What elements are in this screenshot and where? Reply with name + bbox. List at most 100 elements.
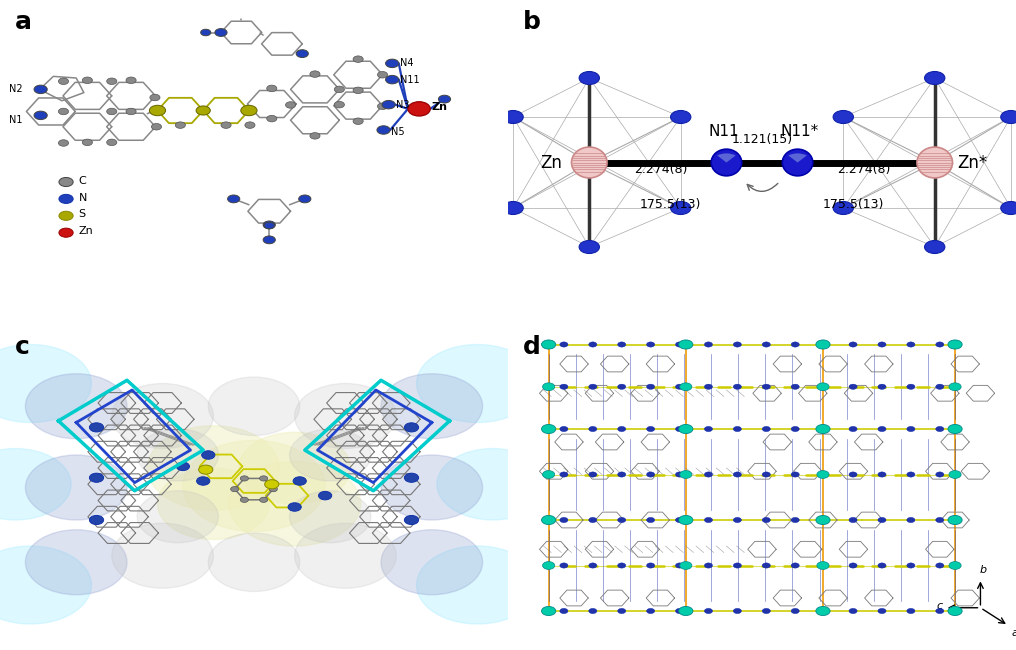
Text: a: a [1012,628,1016,638]
Circle shape [618,608,626,614]
Circle shape [386,59,398,68]
Circle shape [791,384,800,389]
Text: N11*: N11* [781,124,819,139]
Circle shape [560,342,568,347]
Circle shape [849,472,858,477]
Circle shape [25,530,127,595]
Circle shape [791,563,800,568]
Circle shape [588,563,596,568]
Circle shape [200,29,211,36]
Circle shape [878,384,886,389]
Text: N11: N11 [400,75,420,84]
Circle shape [817,562,829,569]
Circle shape [290,429,371,481]
Circle shape [378,103,388,109]
Circle shape [208,533,300,592]
Circle shape [0,546,91,624]
Circle shape [334,86,344,92]
Circle shape [816,340,830,349]
Text: Zn: Zn [432,103,448,112]
Text: N4: N4 [400,58,414,68]
Text: N3: N3 [396,99,409,110]
Circle shape [679,606,693,616]
Circle shape [762,563,770,568]
Circle shape [816,424,830,434]
Text: d: d [523,335,542,359]
Text: c: c [936,601,943,611]
Circle shape [229,462,361,546]
Circle shape [791,517,800,523]
Circle shape [878,563,886,568]
Circle shape [762,342,770,347]
Circle shape [618,517,626,523]
Circle shape [679,340,693,349]
Circle shape [269,486,277,491]
Circle shape [59,78,69,84]
Circle shape [404,422,419,432]
Circle shape [542,340,556,349]
Circle shape [704,608,712,614]
Circle shape [310,133,320,139]
Circle shape [762,472,770,477]
Circle shape [925,240,945,254]
Circle shape [948,515,962,525]
Circle shape [150,108,161,114]
Text: C: C [79,176,86,186]
Circle shape [542,424,556,434]
Circle shape [107,78,117,84]
Circle shape [241,105,257,116]
Circle shape [907,426,915,432]
Text: Zn: Zn [79,226,93,237]
Circle shape [126,108,136,114]
Circle shape [618,384,626,389]
Circle shape [936,563,944,568]
Circle shape [791,608,800,614]
Circle shape [949,471,961,478]
Circle shape [560,517,568,523]
Circle shape [439,96,451,103]
Circle shape [381,530,483,595]
Circle shape [228,195,240,203]
Circle shape [1001,111,1016,124]
Circle shape [618,426,626,432]
Circle shape [820,384,828,389]
Circle shape [107,108,117,114]
Circle shape [107,139,117,146]
Circle shape [734,563,742,568]
Circle shape [177,462,190,471]
Circle shape [294,477,307,485]
Circle shape [157,468,269,540]
Circle shape [878,472,886,477]
Circle shape [948,340,962,349]
Circle shape [0,448,71,520]
Circle shape [89,515,104,525]
Text: N2: N2 [9,84,23,94]
Circle shape [408,102,431,116]
Circle shape [646,342,654,347]
Circle shape [560,384,568,389]
Ellipse shape [571,147,607,178]
Wedge shape [717,153,736,162]
Circle shape [231,486,239,491]
Circle shape [381,455,483,520]
Circle shape [285,101,296,108]
Circle shape [59,228,73,237]
Circle shape [25,374,127,439]
Circle shape [437,448,549,520]
Circle shape [849,384,858,389]
Circle shape [215,29,228,36]
Circle shape [241,476,249,481]
Circle shape [762,384,770,389]
Text: 175.5(13): 175.5(13) [640,198,701,211]
Circle shape [59,211,73,220]
Circle shape [267,116,276,122]
Circle shape [676,563,684,568]
Circle shape [354,56,364,62]
Text: Zn: Zn [541,153,562,172]
Circle shape [299,195,311,203]
Circle shape [196,106,210,115]
Circle shape [878,342,886,347]
Circle shape [295,384,396,448]
Text: N1: N1 [9,115,23,125]
Circle shape [791,342,800,347]
